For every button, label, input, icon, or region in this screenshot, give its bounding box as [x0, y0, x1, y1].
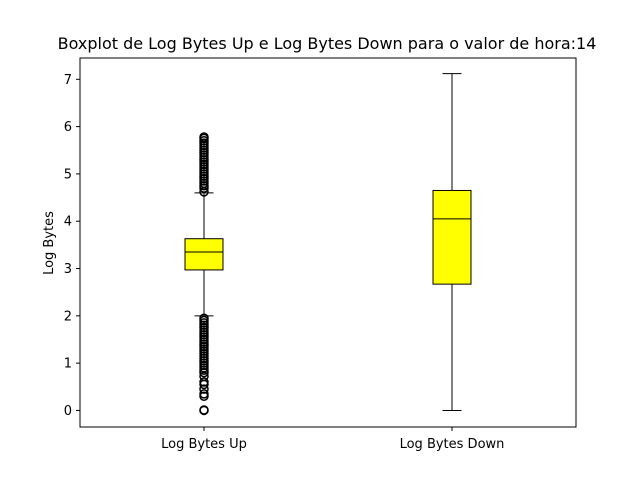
chart-title: Boxplot de Log Bytes Up e Log Bytes Down…: [58, 34, 597, 53]
y-tick-label-6: 6: [64, 120, 72, 135]
y-tick-label-1: 1: [64, 357, 72, 372]
outlier-0-3: [199, 389, 209, 399]
outlier-0-55: [199, 132, 209, 142]
plot-area: 0 1 2 3 4 5 6 7 Log Bytes Up Log Bytes Down: [64, 73, 505, 452]
y-tick-label-4: 4: [64, 215, 72, 230]
plot-frame: [79, 57, 577, 428]
box-1: [432, 189, 472, 285]
x-tick-label-1: Log Bytes Down: [400, 437, 505, 452]
y-tick-label-7: 7: [64, 73, 72, 88]
outlier-0-6: [199, 377, 209, 387]
y-tick-label-3: 3: [64, 262, 72, 277]
y-axis-label: Log Bytes: [42, 211, 57, 275]
outlier-0-4: [199, 384, 209, 394]
outlier-0-31: [199, 313, 209, 323]
y-tick-label-0: 0: [64, 404, 72, 419]
box-0: [184, 238, 224, 271]
outlier-0-1: [199, 405, 209, 415]
y-tick-label-5: 5: [64, 167, 72, 182]
x-tick-label-0: Log Bytes Up: [161, 437, 247, 452]
y-tick-label-2: 2: [64, 309, 72, 324]
